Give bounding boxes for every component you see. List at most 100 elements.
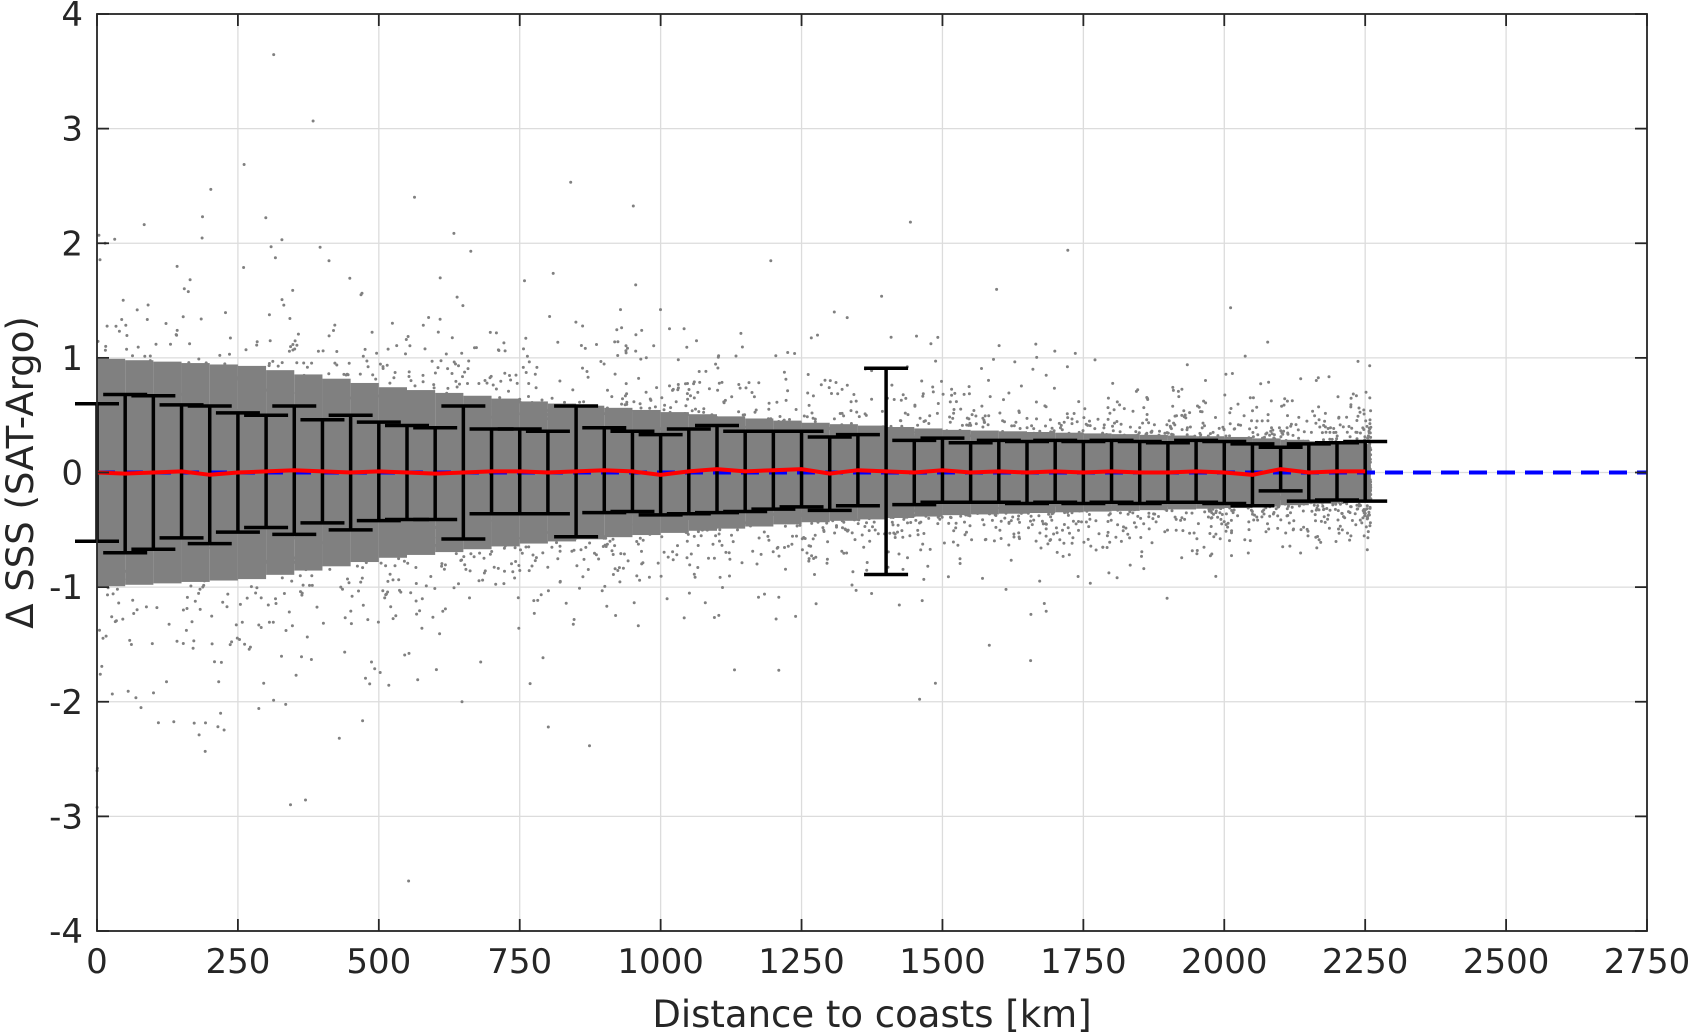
scatter-point: [222, 478, 226, 482]
scatter-point: [701, 482, 705, 486]
scatter-point: [948, 455, 952, 459]
scatter-point: [949, 516, 953, 520]
scatter-point: [843, 473, 847, 477]
scatter-point: [852, 475, 856, 479]
scatter-point: [540, 501, 543, 505]
scatter-point: [678, 492, 682, 496]
scatter-point: [678, 447, 682, 451]
scatter-point: [1049, 466, 1053, 470]
scatter-point: [868, 539, 872, 543]
scatter-point: [1326, 486, 1329, 490]
scatter-point: [699, 454, 702, 458]
scatter-point: [494, 387, 498, 391]
scatter-point: [889, 424, 893, 428]
scatter-point: [1012, 424, 1016, 428]
scatter-point: [831, 449, 835, 453]
scatter-point: [1022, 487, 1026, 491]
scatter-point: [184, 475, 188, 479]
scatter-point: [860, 533, 864, 537]
scatter-point: [722, 400, 726, 404]
scatter-point: [757, 520, 761, 524]
scatter-point: [922, 532, 926, 535]
scatter-point: [1316, 504, 1320, 508]
scatter-point: [1034, 482, 1037, 486]
scatter-point: [449, 494, 453, 498]
scatter-point: [438, 504, 442, 508]
scatter-point: [309, 658, 313, 661]
scatter-point: [121, 617, 125, 621]
scatter-point: [914, 430, 917, 434]
scatter-point: [840, 453, 844, 457]
scatter-point: [663, 489, 667, 493]
scatter-point: [122, 577, 126, 581]
scatter-point: [437, 393, 441, 397]
scatter-point: [806, 517, 810, 521]
scatter-point: [1158, 429, 1161, 433]
scatter-point: [1324, 473, 1328, 477]
scatter-point: [566, 445, 570, 449]
scatter-point: [100, 664, 104, 668]
scatter-point: [1142, 406, 1146, 410]
scatter-point: [361, 463, 365, 466]
scatter-point: [767, 443, 771, 447]
scatter-point: [161, 412, 165, 416]
scatter-point: [390, 321, 394, 325]
scatter-point: [790, 422, 794, 426]
scatter-point: [245, 596, 249, 600]
scatter-point: [340, 462, 344, 466]
scatter-point: [413, 430, 417, 433]
scatter-point: [1004, 511, 1008, 515]
scatter-point: [825, 561, 829, 565]
scatter-point: [537, 503, 541, 507]
scatter-point: [1219, 517, 1223, 521]
scatter-point: [326, 497, 330, 501]
scatter-point: [1326, 517, 1330, 521]
scatter-point: [965, 453, 969, 457]
scatter-point: [911, 508, 914, 512]
scatter-point: [786, 519, 790, 523]
scatter-point: [423, 347, 427, 351]
scatter-point: [193, 395, 197, 399]
scatter-point: [1090, 508, 1094, 512]
scatter-point: [1317, 418, 1321, 422]
scatter-point: [154, 388, 158, 392]
scatter-point: [668, 410, 672, 414]
scatter-point: [169, 489, 173, 493]
scatter-point: [1342, 450, 1345, 454]
scatter-point: [422, 479, 426, 483]
scatter-point: [117, 329, 121, 333]
scatter-point: [286, 517, 290, 521]
scatter-point: [1036, 484, 1040, 488]
scatter-point: [597, 485, 601, 488]
scatter-point: [584, 529, 588, 533]
scatter-point: [338, 467, 342, 471]
scatter-point: [606, 443, 610, 447]
scatter-point: [758, 477, 761, 480]
scatter-point: [1061, 484, 1065, 488]
scatter-point: [809, 458, 813, 462]
scatter-point: [479, 489, 483, 493]
scatter-point: [1250, 419, 1253, 423]
scatter-point: [197, 430, 201, 434]
scatter-point: [302, 361, 306, 365]
scatter-point: [655, 524, 659, 528]
scatter-point: [728, 557, 732, 561]
scatter-point: [1191, 447, 1195, 451]
scatter-point: [1181, 464, 1185, 468]
scatter-point: [1319, 519, 1323, 523]
scatter-point: [1131, 409, 1135, 413]
scatter-point: [1157, 436, 1161, 440]
scatter-point: [113, 237, 117, 241]
scatter-point: [807, 557, 811, 561]
scatter-point: [1321, 482, 1325, 486]
scatter-point: [1203, 464, 1207, 467]
scatter-point: [1258, 460, 1262, 464]
scatter-point: [650, 487, 654, 490]
scatter-point: [244, 348, 248, 352]
scatter-point: [632, 515, 636, 519]
scatter-point: [321, 349, 325, 353]
scatter-point: [258, 391, 261, 395]
scatter-point: [550, 396, 554, 400]
scatter-point: [493, 522, 497, 526]
